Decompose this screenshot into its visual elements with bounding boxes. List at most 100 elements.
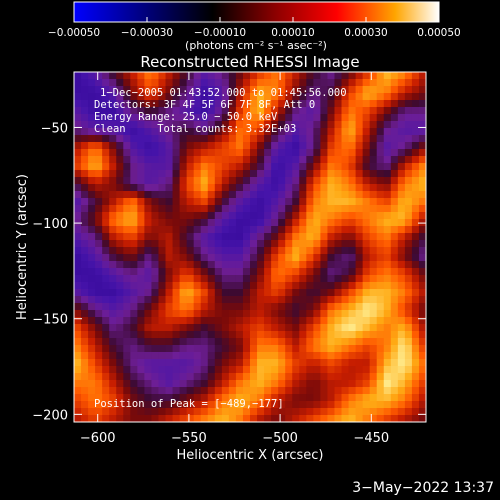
heatmap-cell (179, 79, 188, 87)
heatmap-cell (264, 205, 272, 213)
heatmap-cell (418, 296, 426, 304)
heatmap-cell (137, 233, 145, 241)
heatmap-cell (130, 100, 138, 108)
heatmap-cell (123, 366, 131, 374)
heatmap-cell (320, 338, 329, 346)
heatmap-cell (109, 247, 117, 255)
heatmap-cell (102, 163, 110, 171)
heatmap-cell (179, 387, 188, 395)
heatmap-cell (95, 86, 103, 94)
heatmap-cell (292, 107, 300, 115)
heatmap-cell (179, 275, 188, 283)
heatmap-cell (383, 121, 392, 129)
heatmap-cell (355, 86, 364, 94)
heatmap-cell (123, 184, 131, 192)
heatmap-cell (116, 387, 124, 395)
heatmap-cell (228, 135, 237, 143)
heatmap-cell (292, 93, 300, 101)
heatmap-cell (221, 338, 230, 346)
heatmap-cell (144, 324, 153, 332)
heatmap-cell (292, 128, 300, 136)
heatmap-cell (257, 338, 265, 346)
heatmap-cell (116, 184, 124, 192)
heatmap-cell (172, 345, 181, 353)
heatmap-cell (306, 415, 314, 422)
heatmap-cell (81, 135, 89, 143)
heatmap-cell (235, 184, 244, 192)
heatmap-cell (186, 205, 195, 213)
heatmap-cell (397, 212, 406, 220)
heatmap-cell (299, 345, 307, 353)
heatmap-cell (151, 415, 160, 422)
heatmap-cell (278, 268, 286, 276)
heatmap-cell (327, 338, 336, 346)
heatmap-cell (102, 408, 110, 416)
heatmap-cell (214, 93, 223, 101)
heatmap-cell (144, 121, 153, 129)
heatmap-cell (341, 296, 350, 304)
heatmap-cell (242, 415, 251, 422)
heatmap-cell (214, 254, 223, 262)
heatmap-cell (221, 331, 230, 339)
heatmap-cell (74, 254, 82, 262)
heatmap-cell (369, 359, 378, 367)
heatmap-cell (278, 380, 286, 388)
heatmap-cell (95, 142, 103, 150)
heatmap-cell (271, 415, 279, 422)
heatmap-cell (81, 345, 89, 353)
heatmap-cell (88, 107, 96, 115)
heatmap-cell (404, 275, 413, 283)
heatmap-cell (313, 114, 321, 122)
heatmap-cell (264, 317, 272, 325)
heatmap-cell (144, 72, 153, 80)
heatmap-cell (172, 149, 181, 157)
heatmap-cell (116, 163, 124, 171)
heatmap-cell (179, 86, 188, 94)
heatmap-cell (257, 387, 265, 395)
heatmap-cell (250, 303, 258, 311)
heatmap-cell (214, 338, 223, 346)
heatmap-cell (179, 373, 188, 381)
heatmap-cell (151, 226, 160, 234)
heatmap-cell (362, 310, 371, 318)
heatmap-cell (158, 198, 167, 206)
heatmap-cell (320, 93, 329, 101)
heatmap-cell (362, 86, 371, 94)
heatmap-cell (179, 114, 188, 122)
heatmap-cell (313, 107, 321, 115)
heatmap-cell (313, 233, 321, 241)
heatmap-cell (74, 156, 82, 164)
heatmap-cell (102, 401, 110, 409)
heatmap-cell (334, 254, 343, 262)
heatmap-cell (172, 170, 181, 178)
heatmap-cell (172, 303, 181, 311)
heatmap-cell (341, 254, 350, 262)
heatmap-cell (362, 170, 371, 178)
heatmap-cell (172, 247, 181, 255)
heatmap-cell (95, 149, 103, 157)
heatmap-cell (257, 345, 265, 353)
heatmap-cell (383, 401, 392, 409)
heatmap-cell (207, 303, 216, 311)
heatmap-cell (411, 303, 420, 311)
heatmap-cell (299, 254, 307, 262)
heatmap-cell (151, 205, 160, 213)
heatmap-cell (362, 380, 371, 388)
heatmap-cell (144, 79, 153, 87)
heatmap-cell (123, 401, 131, 409)
heatmap-cell (257, 310, 265, 318)
heatmap-cell (278, 345, 286, 353)
heatmap-cell (376, 219, 385, 227)
heatmap-cell (214, 191, 223, 199)
heatmap-cell (383, 373, 392, 381)
heatmap-cell (158, 170, 167, 178)
heatmap-cell (355, 135, 364, 143)
heatmap-cell (200, 240, 209, 248)
heatmap-cell (137, 72, 145, 80)
heatmap-cell (81, 338, 89, 346)
heatmap-cell (278, 121, 286, 129)
heatmap-cell (193, 415, 202, 422)
heatmap-cell (376, 72, 385, 80)
heatmap-cell (257, 128, 265, 136)
heatmap-cell (390, 240, 399, 248)
